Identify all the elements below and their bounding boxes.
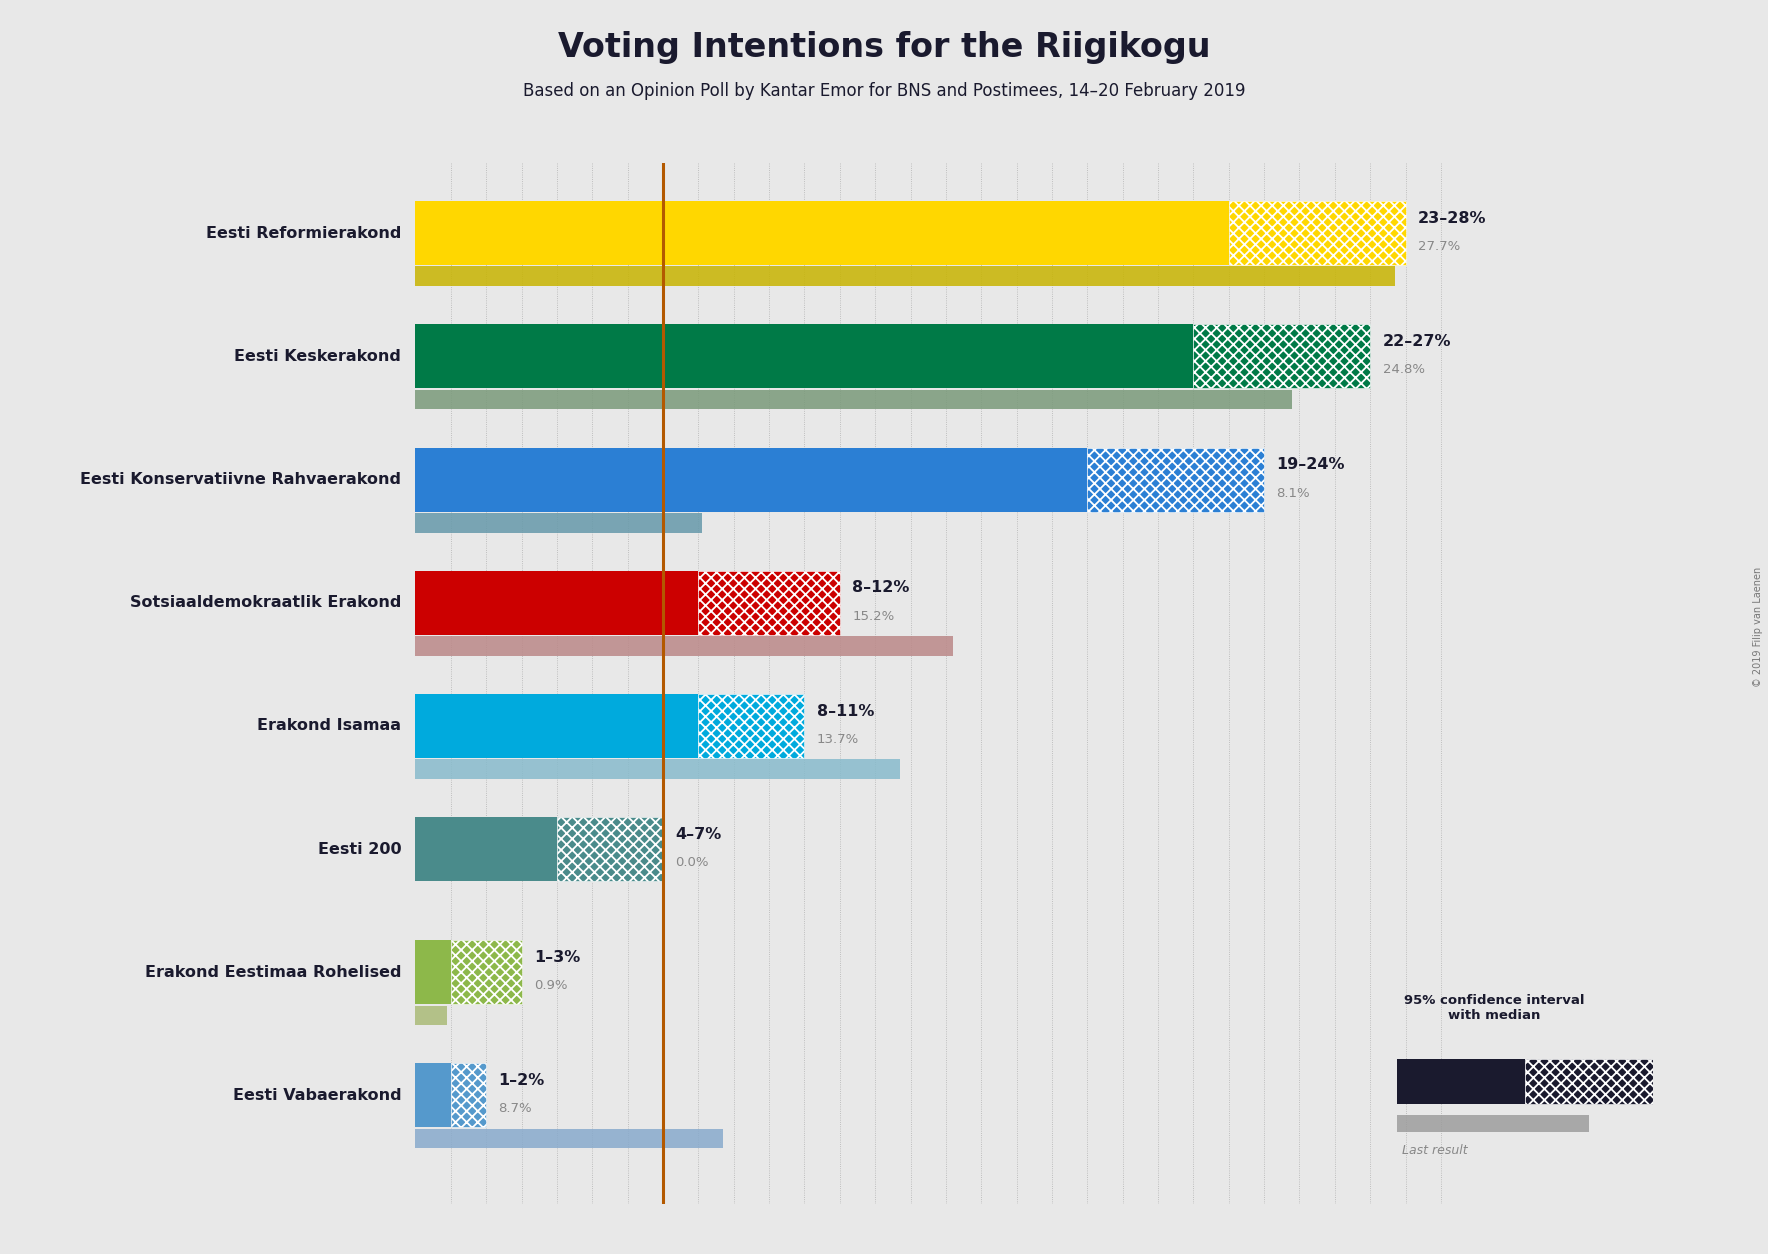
Bar bbox=[415, 940, 451, 1004]
Text: © 2019 Filip van Laenen: © 2019 Filip van Laenen bbox=[1752, 567, 1763, 687]
Bar bbox=[415, 513, 702, 533]
Bar bbox=[415, 636, 953, 656]
Bar bbox=[1526, 1058, 1653, 1105]
Bar bbox=[415, 325, 1193, 389]
Bar bbox=[1087, 448, 1264, 512]
Bar bbox=[415, 267, 1395, 286]
Text: 19–24%: 19–24% bbox=[1276, 458, 1345, 473]
Text: 8.1%: 8.1% bbox=[1276, 487, 1310, 499]
Bar bbox=[451, 1063, 486, 1127]
Bar bbox=[1397, 1115, 1589, 1132]
Bar bbox=[415, 390, 1292, 409]
Bar bbox=[415, 818, 557, 882]
Text: 8–11%: 8–11% bbox=[817, 703, 873, 719]
Text: Erakond Eestimaa Rohelised: Erakond Eestimaa Rohelised bbox=[145, 964, 401, 979]
Bar bbox=[415, 201, 1229, 266]
Text: 8–12%: 8–12% bbox=[852, 581, 909, 596]
Text: 1–2%: 1–2% bbox=[499, 1073, 545, 1088]
Bar bbox=[557, 818, 663, 882]
Text: Eesti Konservatiivne Rahvaerakond: Eesti Konservatiivne Rahvaerakond bbox=[80, 472, 401, 487]
Bar bbox=[1193, 325, 1370, 389]
Bar bbox=[415, 1129, 723, 1149]
Text: 0.9%: 0.9% bbox=[534, 979, 568, 992]
Bar bbox=[698, 693, 804, 757]
Bar bbox=[1229, 201, 1406, 266]
Text: Erakond Isamaa: Erakond Isamaa bbox=[258, 719, 401, 734]
Text: 4–7%: 4–7% bbox=[675, 826, 721, 841]
Text: Sotsiaaldemokraatlik Erakond: Sotsiaaldemokraatlik Erakond bbox=[131, 596, 401, 611]
Text: 95% confidence interval
with median: 95% confidence interval with median bbox=[1404, 994, 1584, 1022]
Text: 27.7%: 27.7% bbox=[1418, 241, 1460, 253]
Text: 15.2%: 15.2% bbox=[852, 609, 895, 623]
Bar bbox=[698, 571, 840, 635]
Bar bbox=[415, 1006, 447, 1026]
Text: Last result: Last result bbox=[1402, 1144, 1467, 1156]
Text: Based on an Opinion Poll by Kantar Emor for BNS and Postimees, 14–20 February 20: Based on an Opinion Poll by Kantar Emor … bbox=[523, 82, 1245, 99]
Text: Eesti Vabaerakond: Eesti Vabaerakond bbox=[233, 1088, 401, 1104]
Bar bbox=[1397, 1058, 1526, 1105]
Bar bbox=[451, 940, 522, 1004]
Text: 8.7%: 8.7% bbox=[499, 1102, 532, 1116]
Text: 0.0%: 0.0% bbox=[675, 856, 709, 869]
Bar bbox=[415, 759, 900, 779]
Text: Eesti 200: Eesti 200 bbox=[318, 841, 401, 856]
Text: 13.7%: 13.7% bbox=[817, 734, 859, 746]
Text: Eesti Reformierakond: Eesti Reformierakond bbox=[205, 226, 401, 241]
Bar bbox=[415, 693, 698, 757]
Text: 23–28%: 23–28% bbox=[1418, 211, 1487, 226]
Text: 1–3%: 1–3% bbox=[534, 951, 580, 966]
Bar bbox=[415, 571, 698, 635]
Text: Voting Intentions for the Riigikogu: Voting Intentions for the Riigikogu bbox=[557, 31, 1211, 64]
Text: Eesti Keskerakond: Eesti Keskerakond bbox=[235, 349, 401, 364]
Text: 22–27%: 22–27% bbox=[1383, 334, 1452, 349]
Text: 24.8%: 24.8% bbox=[1383, 364, 1425, 376]
Bar bbox=[415, 1063, 451, 1127]
Bar bbox=[415, 448, 1087, 512]
